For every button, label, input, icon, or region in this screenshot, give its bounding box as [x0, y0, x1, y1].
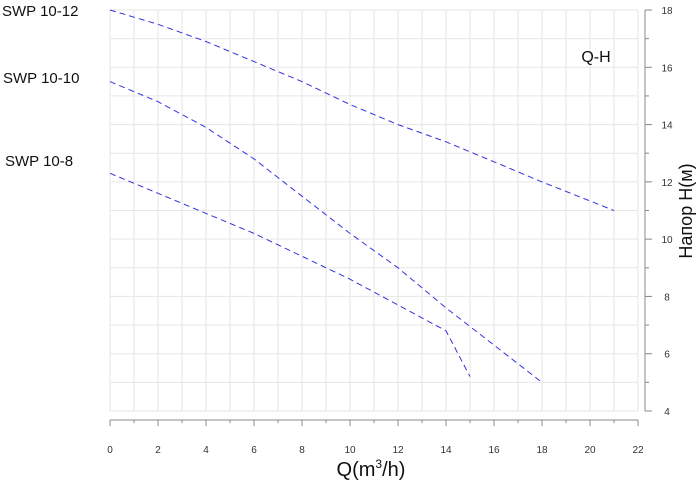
y-tick-label: 18	[661, 6, 673, 17]
x-tick-label: 14	[440, 445, 452, 456]
x-tick-label: 10	[344, 445, 356, 456]
series-lines	[109, 9, 615, 383]
series-label-1: SWP 10-12	[2, 3, 78, 20]
series-label-2: SWP 10-10	[3, 70, 79, 87]
y-tick-label: 16	[661, 63, 673, 74]
x-tick-label: 2	[155, 445, 161, 456]
x-axis-title-end: /h)	[382, 459, 405, 481]
x-tick-label: 0	[107, 445, 113, 456]
x-axis-title-superscript: 3	[375, 457, 382, 471]
y-axis-title: Напор H(м)	[676, 163, 696, 258]
y-tick-label: 12	[661, 178, 673, 189]
x-axis-title: Q(m3/h)	[337, 457, 406, 481]
x-tick-label: 8	[299, 445, 305, 456]
series-line-1	[109, 9, 615, 211]
x-tick-label: 6	[251, 445, 257, 456]
y-tick-label: 8	[664, 292, 670, 303]
x-tick-label: 4	[203, 445, 209, 456]
series-label-3: SWP 10-8	[5, 153, 73, 170]
axes: 0 2 4 6 8 10 12 14 16 18 20 22 4 6 8 10 12 14 16 18	[107, 6, 673, 456]
x-tick-label: 16	[488, 445, 500, 456]
x-tick-label: 20	[584, 445, 596, 456]
y-tick-label: 10	[661, 235, 673, 246]
y-tick-label: 14	[661, 121, 673, 132]
x-tick-label: 22	[632, 445, 644, 456]
y-tick-label: 6	[664, 350, 670, 361]
y-tick-label: 4	[664, 407, 670, 418]
x-axis-title-main: Q(m	[337, 459, 376, 481]
grid	[109, 9, 639, 412]
chart-annotation: Q-H	[581, 49, 610, 66]
series-labels: SWP 10-12 SWP 10-10 SWP 10-8	[2, 3, 79, 170]
x-tick-label: 12	[392, 445, 404, 456]
x-tick-label: 18	[536, 445, 548, 456]
series-line-3	[109, 172, 471, 377]
series-line-2	[109, 81, 543, 383]
